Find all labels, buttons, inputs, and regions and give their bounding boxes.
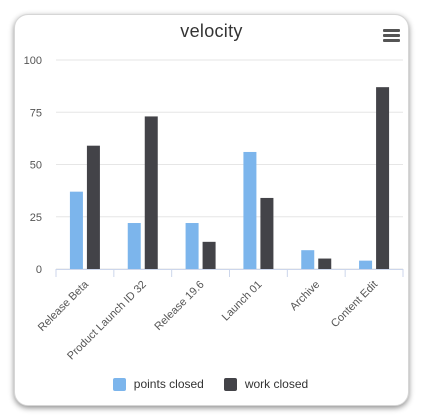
bar [127,223,141,269]
x-tick-label: Launch 01 [220,279,265,324]
y-tick-label: 75 [30,107,42,119]
bar [260,197,274,269]
bar [301,250,315,269]
bar [359,260,373,269]
x-tick-label: Release Beta [36,278,92,334]
bar [144,116,158,270]
bar [86,145,100,269]
bar [318,258,332,269]
legend-item-work[interactable]: work closed [223,377,309,391]
legend-label-points: points closed [133,377,204,391]
bar [69,191,83,269]
x-tick-label: Release 19.6 [152,279,206,333]
bar [376,87,390,269]
x-tick-label: Content Edit [329,279,380,330]
y-tick-label: 100 [24,55,42,67]
y-tick-label: 50 [30,160,42,172]
hamburger-menu-icon[interactable] [383,29,400,43]
bar [243,151,257,269]
legend-label-work: work closed [244,377,309,391]
legend-swatch-work [223,377,237,391]
chart-title: velocity [180,21,243,41]
x-tick-label: Archive [288,279,322,313]
y-tick-label: 0 [36,264,42,276]
legend-item-points[interactable]: points closed [112,377,204,391]
chart-legend: points closed work closed [14,377,407,391]
bar [185,223,199,269]
legend-swatch-points [112,377,126,391]
bar [202,241,216,269]
y-tick-label: 25 [30,212,42,224]
